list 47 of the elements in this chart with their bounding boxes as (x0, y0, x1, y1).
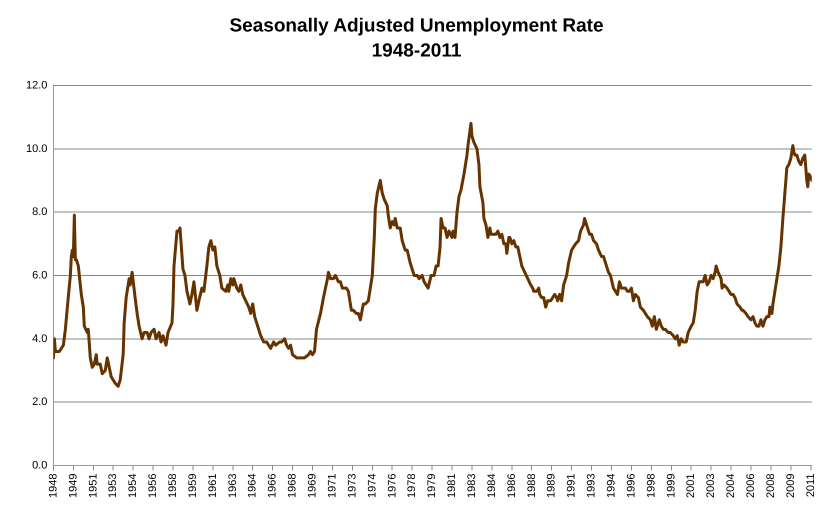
y-tick-label: 12.0 (26, 79, 48, 92)
x-tick-label: 1974 (366, 474, 378, 498)
x-tick-label: 1954 (127, 474, 140, 498)
x-tick-label: 2003 (705, 474, 718, 498)
x-tick-label: 2004 (725, 474, 738, 498)
x-tick-label: 1986 (506, 474, 518, 498)
x-tick-label: 2001 (685, 474, 698, 498)
x-tick-label: 1951 (87, 474, 100, 498)
chart-title: Seasonally Adjusted Unemployment Rate 1948-2011 (229, 16, 604, 62)
x-tick-label: 2011 (804, 474, 817, 498)
x-tick-label: 1996 (625, 474, 638, 498)
x-tick-label: 1949 (67, 474, 80, 498)
x-tick-label: 1963 (226, 474, 239, 498)
y-tick-label: 10.0 (26, 142, 48, 155)
x-tick-label: 1984 (486, 474, 498, 498)
y-tick-label: 6.0 (32, 269, 48, 282)
y-tick-label: 2.0 (32, 396, 48, 408)
x-tick-label: 1976 (386, 474, 398, 498)
x-tick-label: 1958 (167, 474, 180, 498)
y-tick-label: 0.0 (32, 460, 48, 472)
x-tick-label: 1956 (147, 474, 160, 498)
x-tick-label: 1978 (406, 474, 418, 498)
x-tick-label: 1983 (466, 474, 478, 498)
x-tick-label: 1971 (326, 474, 338, 498)
y-tick-label: 8.0 (32, 206, 48, 218)
x-tick-label: 2006 (745, 474, 758, 498)
x-tick-label: 1988 (526, 474, 538, 498)
x-tick-label: 2008 (764, 474, 777, 498)
x-tick-label: 1994 (606, 474, 618, 498)
x-tick-label: 1991 (566, 474, 578, 498)
x-tick-label: 1961 (206, 474, 219, 498)
x-tick-label: 1979 (426, 474, 438, 498)
x-tick-label: 1959 (186, 474, 199, 498)
x-tick-label: 1969 (306, 474, 319, 498)
x-tick-label: 1966 (266, 474, 279, 498)
x-tick-label: 1968 (286, 474, 299, 498)
y-tick-label: 4.0 (32, 332, 48, 345)
x-tick-label: 1993 (586, 474, 598, 498)
x-tick-label: 1973 (346, 474, 358, 498)
x-tick-label: 1948 (47, 474, 60, 498)
x-tick-label: 1981 (446, 474, 458, 498)
x-tick-label: 2009 (784, 474, 797, 498)
x-tick-label: 1953 (107, 474, 120, 498)
x-tick-label: 1999 (665, 474, 678, 498)
x-tick-label: 1989 (546, 474, 558, 498)
x-tick-label: 1998 (645, 474, 658, 498)
x-tick-label: 1964 (246, 474, 259, 498)
